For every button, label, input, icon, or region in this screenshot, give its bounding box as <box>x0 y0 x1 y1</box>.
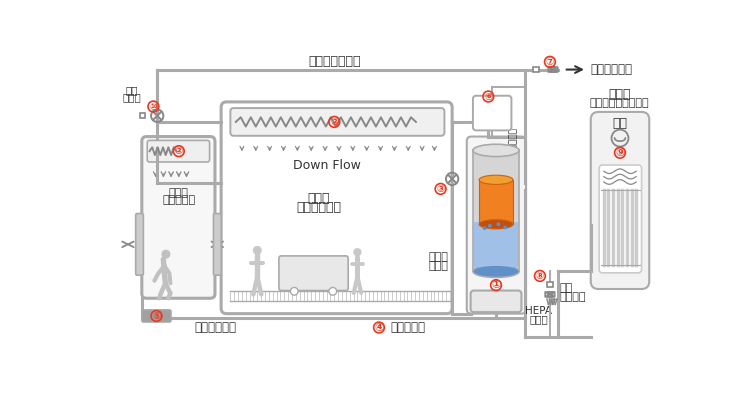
Bar <box>548 282 553 287</box>
Text: 放出（陰圧）: 放出（陰圧） <box>590 63 632 76</box>
FancyBboxPatch shape <box>591 112 650 289</box>
Circle shape <box>488 224 492 228</box>
Ellipse shape <box>479 220 513 229</box>
Text: ③: ③ <box>436 184 445 194</box>
Text: （粗）: （粗） <box>529 314 548 324</box>
Text: ライン: ライン <box>428 261 448 271</box>
Text: 電源: 電源 <box>613 117 628 130</box>
Circle shape <box>503 226 507 229</box>
Text: Air: Air <box>484 99 500 109</box>
Bar <box>474 222 518 268</box>
Circle shape <box>161 250 170 259</box>
Text: Down Flow: Down Flow <box>292 158 361 172</box>
Text: 発電機: 発電機 <box>608 88 631 101</box>
Text: Con: Con <box>482 108 503 118</box>
Circle shape <box>253 246 262 255</box>
Circle shape <box>329 288 337 295</box>
Text: （入出口）: （入出口） <box>162 196 195 206</box>
Bar <box>479 180 513 224</box>
Text: HEPA: HEPA <box>525 306 552 316</box>
FancyBboxPatch shape <box>470 290 521 312</box>
Bar <box>550 67 555 72</box>
Text: ⑨: ⑨ <box>615 148 625 158</box>
Text: 陽圧室: 陽圧室 <box>169 188 189 198</box>
Text: （コジェネタイプ）: （コジェネタイプ） <box>590 98 649 108</box>
FancyBboxPatch shape <box>214 214 221 275</box>
Text: ⑩: ⑩ <box>149 102 158 112</box>
Text: ポンプ: ポンプ <box>485 295 506 308</box>
FancyBboxPatch shape <box>599 165 641 273</box>
Text: 過熱蒸気滅菌: 過熱蒸気滅菌 <box>194 321 236 334</box>
Text: 調整弁: 調整弁 <box>122 92 141 102</box>
FancyBboxPatch shape <box>221 102 452 314</box>
FancyBboxPatch shape <box>230 108 445 136</box>
Text: ⑥: ⑥ <box>484 92 493 102</box>
Text: 蒸気ライン: 蒸気ライン <box>391 321 425 334</box>
Text: ①: ① <box>491 280 501 290</box>
Text: 流量: 流量 <box>125 85 138 95</box>
Bar <box>140 113 146 118</box>
FancyBboxPatch shape <box>473 96 512 130</box>
Circle shape <box>482 226 487 230</box>
Ellipse shape <box>473 265 519 278</box>
Text: ⑧: ⑧ <box>536 271 544 281</box>
FancyBboxPatch shape <box>279 256 348 290</box>
Text: 処理室: 処理室 <box>308 192 330 205</box>
FancyBboxPatch shape <box>142 136 215 298</box>
Text: 吸込み: 吸込み <box>428 252 448 262</box>
Text: ②: ② <box>330 117 338 127</box>
Text: ②: ② <box>175 146 183 156</box>
FancyBboxPatch shape <box>466 136 526 314</box>
Circle shape <box>353 248 362 256</box>
Text: （キャビン）: （キャビン） <box>296 201 341 214</box>
Bar <box>548 292 552 297</box>
Ellipse shape <box>479 175 513 184</box>
Ellipse shape <box>474 266 518 277</box>
Text: 外気: 外気 <box>560 283 573 293</box>
Text: ⑦: ⑦ <box>546 57 554 67</box>
FancyBboxPatch shape <box>147 140 209 162</box>
FancyBboxPatch shape <box>142 310 171 322</box>
FancyBboxPatch shape <box>136 214 143 275</box>
Text: ⑤: ⑤ <box>152 311 160 321</box>
Text: 陽圧マスクライン: 陽圧マスクライン <box>509 126 518 170</box>
Bar <box>533 67 538 72</box>
Bar <box>473 150 519 271</box>
Text: 滅菌空気ライン: 滅菌空気ライン <box>308 55 361 68</box>
Ellipse shape <box>473 144 519 156</box>
Text: ④: ④ <box>374 322 384 332</box>
Circle shape <box>290 288 298 295</box>
Circle shape <box>496 222 500 226</box>
Text: （陽圧）: （陽圧） <box>560 292 586 302</box>
